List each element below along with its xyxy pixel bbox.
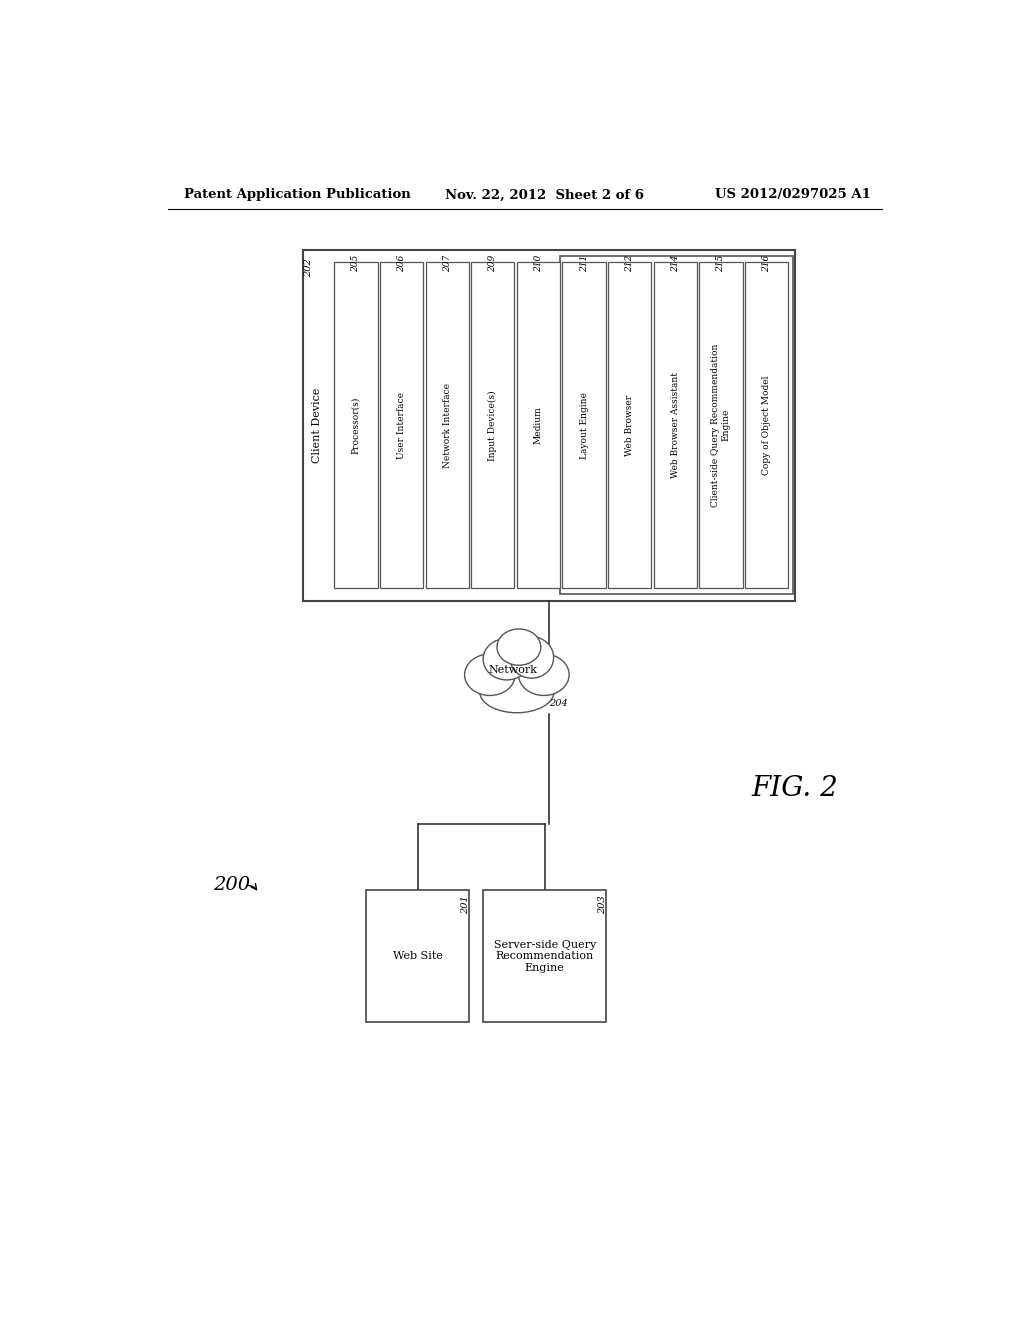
Text: Web Site: Web Site (393, 952, 442, 961)
Text: 205: 205 (351, 255, 360, 272)
Bar (367, 890, 469, 1022)
Text: 214: 214 (671, 255, 680, 272)
Text: Network Interface: Network Interface (442, 383, 452, 467)
Text: Copy of Object Model: Copy of Object Model (762, 375, 771, 475)
Text: Server-side Query
Recommendation
Engine: Server-side Query Recommendation Engine (494, 940, 596, 973)
Ellipse shape (483, 639, 530, 680)
Ellipse shape (497, 628, 541, 665)
Bar (334, 263, 378, 589)
Text: 206: 206 (397, 255, 407, 272)
Bar (562, 263, 606, 589)
Ellipse shape (465, 653, 515, 696)
Text: Layout Engine: Layout Engine (580, 392, 589, 458)
Text: Nov. 22, 2012  Sheet 2 of 6: Nov. 22, 2012 Sheet 2 of 6 (445, 189, 644, 202)
Text: Input Device(s): Input Device(s) (488, 389, 498, 461)
Text: User Interface: User Interface (397, 392, 407, 459)
Ellipse shape (510, 636, 554, 678)
Bar (560, 256, 793, 594)
Bar (517, 263, 560, 589)
Text: Client-side Query Recommendation
Engine: Client-side Query Recommendation Engine (712, 343, 731, 507)
Text: 202: 202 (304, 257, 312, 277)
Bar (745, 263, 788, 589)
Text: Web Browser: Web Browser (626, 395, 634, 455)
Text: Client Device: Client Device (312, 388, 322, 463)
Bar (303, 249, 795, 601)
Ellipse shape (480, 672, 554, 713)
Text: FIG. 2: FIG. 2 (752, 775, 838, 803)
Text: 207: 207 (442, 255, 452, 272)
Bar (608, 263, 651, 589)
Text: 212: 212 (626, 255, 634, 272)
Text: 211: 211 (580, 255, 589, 272)
Text: 204: 204 (549, 698, 568, 708)
Text: 216: 216 (762, 255, 771, 272)
Bar (483, 890, 606, 1022)
Bar (653, 263, 697, 589)
Text: Network: Network (488, 665, 538, 676)
Text: US 2012/0297025 A1: US 2012/0297025 A1 (715, 189, 871, 202)
Text: 209: 209 (488, 255, 498, 272)
Bar (699, 263, 742, 589)
Bar (471, 263, 514, 589)
Text: 215: 215 (717, 255, 726, 272)
Text: Patent Application Publication: Patent Application Publication (183, 189, 411, 202)
Text: 203: 203 (598, 895, 606, 913)
Text: Medium: Medium (534, 407, 543, 444)
Text: 210: 210 (534, 255, 543, 272)
Text: Processor(s): Processor(s) (351, 396, 360, 454)
Text: 201: 201 (461, 895, 470, 913)
Text: Web Browser Assistant: Web Browser Assistant (671, 372, 680, 478)
Ellipse shape (518, 653, 569, 696)
Bar (426, 263, 469, 589)
Text: 200: 200 (213, 876, 250, 894)
Bar (380, 263, 423, 589)
